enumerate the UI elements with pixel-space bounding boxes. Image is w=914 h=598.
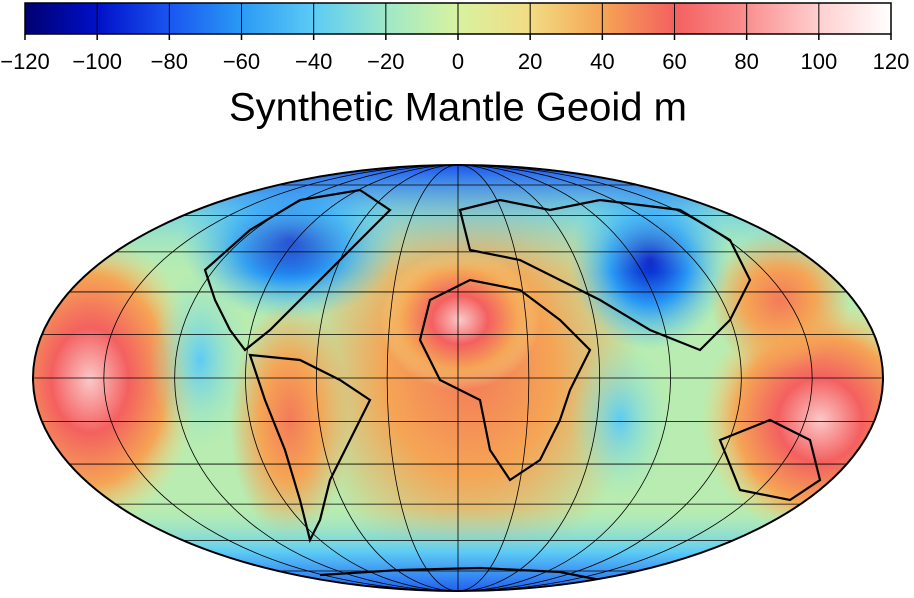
title: Synthetic Mantle Geoid m (229, 86, 687, 130)
tick-label: −20 (367, 49, 404, 74)
tick-label: −40 (295, 49, 332, 74)
tick-label: −80 (151, 49, 188, 74)
colorbar: −120 −100 −80 −60 −40 −20 0 20 40 60 80 100 120 (0, 2, 910, 74)
coastlines (203, 188, 822, 582)
map-frame (32, 164, 884, 592)
tick-label: −60 (223, 49, 260, 74)
map (33, 165, 883, 591)
tick-label: 0 (452, 49, 464, 74)
tick-label: −100 (72, 49, 122, 74)
tick-label: 40 (590, 49, 614, 74)
tick-label: 120 (873, 49, 910, 74)
tick-label: 80 (734, 49, 758, 74)
tick-label: 100 (800, 49, 837, 74)
tick-label: −120 (0, 49, 50, 74)
tick-label: 60 (662, 49, 686, 74)
tick-label: 20 (518, 49, 542, 74)
graticule (33, 165, 883, 591)
